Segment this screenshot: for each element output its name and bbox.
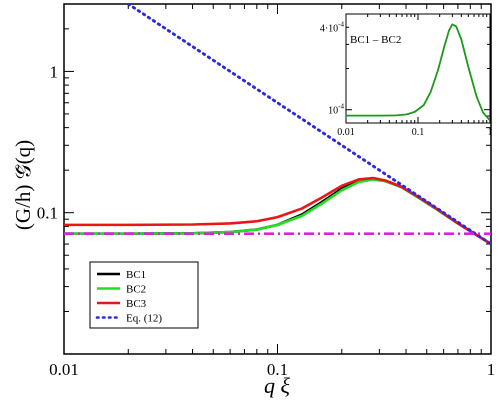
y-axis-title: (G/h) 𝒢̃(q) [11,140,35,230]
legend-label-2: BC3 [126,298,147,310]
main-ytick-label: 0.1 [37,204,58,223]
inset-frame [345,13,491,124]
main-series-3-line [126,4,491,246]
legend-label-3: Eq. (12) [126,313,162,325]
inset-xtick-label: 1 [488,127,493,138]
legend-label-0: BC1 [126,269,146,281]
inset-title: BC1 – BC2 [350,34,401,46]
inset-ytick-label: 4·10-4 [320,20,345,34]
inset-ytick-exponent: -4 [338,103,344,111]
inset-xtick-label: 0.1 [412,127,425,138]
inset-ytick-exponent: -4 [338,20,344,28]
inset-ytick-label: 10-4 [328,103,344,117]
inset-series-group [346,23,490,122]
inset-ytick-mantissa: 10 [328,106,338,117]
inset-xtick-label: 0.01 [337,127,355,138]
main-series-group [64,4,491,246]
legend: BC1 BC2 BC3 Eq. (12) [89,261,199,329]
inset-ytick-mantissa: 4·10 [320,23,338,34]
legend-label-1: BC2 [126,284,146,296]
main-ytick-label: 1 [50,62,59,81]
main-xtick-label: 0.01 [49,360,79,379]
main-xtick-label: 0.1 [267,360,288,379]
main-xtick-label: 1 [487,360,496,379]
inset-series-0-line [346,23,490,122]
x-axis-title: q ξ [264,373,291,398]
